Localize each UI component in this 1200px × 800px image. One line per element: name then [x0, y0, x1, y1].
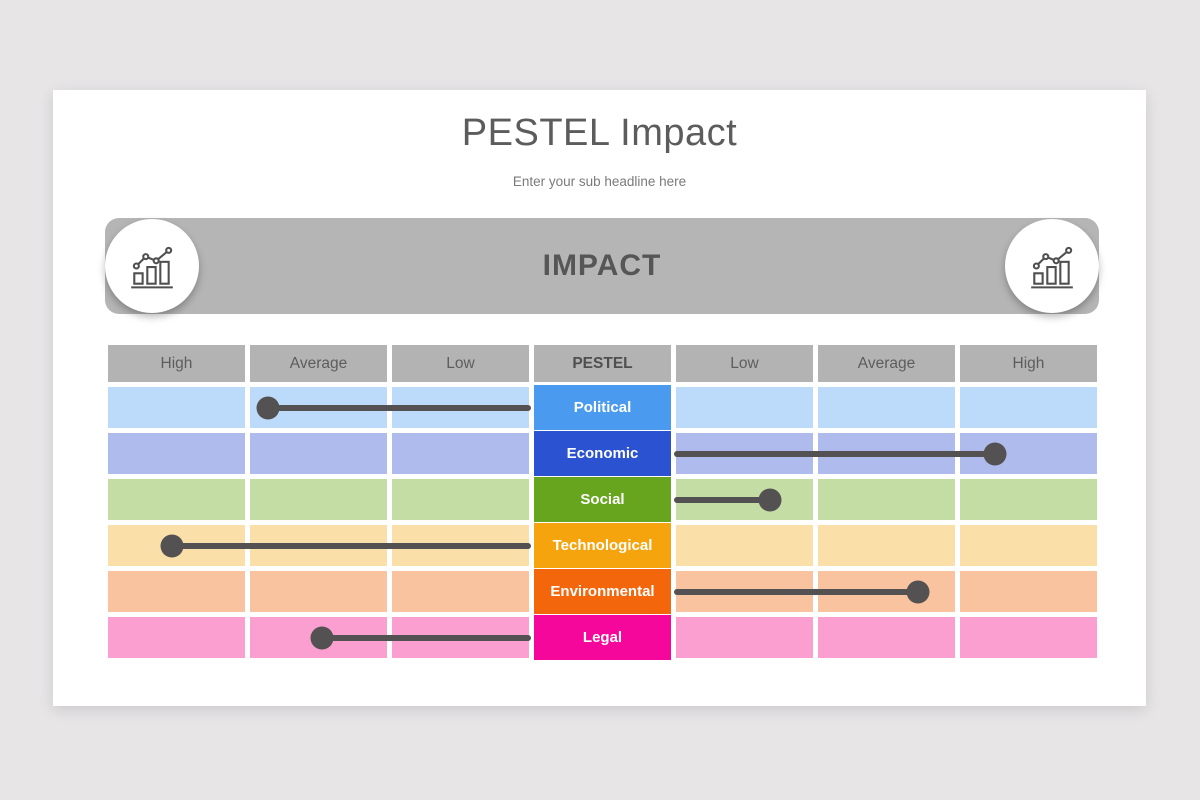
- impact-cell: [818, 387, 955, 428]
- impact-cell: [960, 525, 1097, 566]
- impact-cell: [108, 571, 245, 612]
- pestel-factor-cell: Technological: [534, 523, 671, 568]
- page-title: PESTEL Impact: [461, 112, 738, 154]
- column-header-pestel: PESTEL: [534, 345, 671, 382]
- table-row: Social: [108, 477, 1097, 522]
- pestel-factor-cell: Environmental: [534, 569, 671, 614]
- impact-cell: [108, 433, 245, 474]
- impact-marker-line: [673, 450, 996, 457]
- impact-cell: [108, 617, 245, 658]
- impact-marker-line: [673, 496, 770, 503]
- impact-marker-dot: [160, 534, 184, 557]
- pestel-factor-label: Legal: [582, 629, 623, 646]
- pestel-factor-label: Economic: [566, 445, 639, 462]
- pestel-factor-cell: Political: [534, 385, 671, 430]
- impact-marker-line: [321, 634, 532, 641]
- impact-marker-line: [268, 404, 532, 411]
- impact-cell: [676, 617, 813, 658]
- bar-line-chart-icon: [1027, 241, 1077, 291]
- impact-cell: [392, 479, 529, 520]
- column-header-high-right: High: [960, 345, 1097, 382]
- column-header-high-left: High: [108, 345, 245, 382]
- pestel-factor-label: Technological: [552, 537, 653, 554]
- impact-cell: [108, 387, 245, 428]
- pestel-factor-label: Political: [573, 399, 632, 416]
- banner-label: IMPACT: [542, 249, 662, 282]
- impact-cell: [250, 433, 387, 474]
- impact-marker-dot: [906, 580, 930, 603]
- table-row: Environmental: [108, 569, 1097, 614]
- impact-cell: [392, 571, 529, 612]
- impact-banner: IMPACT: [105, 218, 1099, 314]
- impact-cell: [676, 387, 813, 428]
- impact-cell: [960, 387, 1097, 428]
- table-body: Political Economic Social: [108, 385, 1097, 660]
- impact-cell: [818, 525, 955, 566]
- impact-cell: [250, 571, 387, 612]
- page-subtitle: Enter your sub headline here: [512, 174, 687, 189]
- table-header-row: High Average Low PESTEL Low Average High: [108, 345, 1097, 382]
- slide: PESTEL Impact Enter your sub headline he…: [53, 90, 1146, 706]
- pestel-impact-table: High Average Low PESTEL Low Average High…: [108, 345, 1097, 660]
- pestel-factor-cell: Legal: [534, 615, 671, 660]
- column-header-low-right: Low: [676, 345, 813, 382]
- impact-cell: [108, 479, 245, 520]
- impact-cell: [960, 479, 1097, 520]
- column-header-average-left: Average: [250, 345, 387, 382]
- column-header-low-left: Low: [392, 345, 529, 382]
- table-row: Political: [108, 385, 1097, 430]
- banner-right-circle: [1005, 219, 1099, 313]
- pestel-factor-cell: Social: [534, 477, 671, 522]
- table-row: Technological: [108, 523, 1097, 568]
- pestel-factor-cell: Economic: [534, 431, 671, 476]
- impact-cell: [392, 433, 529, 474]
- impact-marker-dot: [310, 626, 334, 649]
- table-row: Legal: [108, 615, 1097, 660]
- impact-cell: [960, 571, 1097, 612]
- banner-left-circle: [105, 219, 199, 313]
- impact-marker-line: [673, 588, 918, 595]
- pestel-factor-label: Social: [580, 491, 625, 508]
- impact-marker-line: [172, 542, 532, 549]
- bar-line-chart-icon: [127, 241, 177, 291]
- impact-marker-dot: [758, 488, 782, 511]
- impact-cell: [250, 479, 387, 520]
- impact-cell: [960, 617, 1097, 658]
- impact-cell: [676, 525, 813, 566]
- table-row: Economic: [108, 431, 1097, 476]
- impact-marker-dot: [983, 442, 1007, 465]
- impact-cell: [818, 479, 955, 520]
- impact-cell: [818, 617, 955, 658]
- impact-marker-dot: [256, 396, 280, 419]
- pestel-factor-label: Environmental: [550, 583, 655, 600]
- column-header-average-right: Average: [818, 345, 955, 382]
